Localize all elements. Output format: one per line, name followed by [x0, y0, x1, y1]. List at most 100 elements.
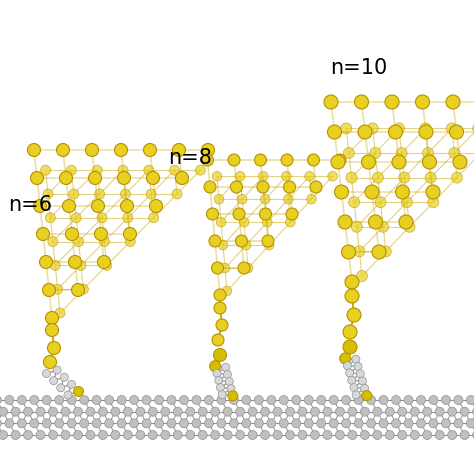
Circle shape — [167, 395, 176, 404]
Circle shape — [210, 361, 221, 372]
Circle shape — [410, 407, 419, 416]
Circle shape — [73, 407, 82, 416]
Circle shape — [370, 147, 381, 158]
Circle shape — [441, 419, 450, 428]
Circle shape — [398, 407, 407, 416]
Circle shape — [334, 154, 346, 166]
Circle shape — [64, 391, 72, 399]
Circle shape — [210, 430, 219, 439]
Circle shape — [429, 419, 438, 428]
Circle shape — [236, 430, 245, 439]
Circle shape — [149, 200, 163, 212]
Circle shape — [233, 208, 245, 220]
Circle shape — [449, 125, 464, 139]
Circle shape — [410, 430, 419, 439]
Circle shape — [43, 283, 55, 297]
Circle shape — [223, 407, 232, 416]
Circle shape — [34, 200, 46, 212]
Circle shape — [115, 144, 128, 156]
Circle shape — [417, 395, 426, 404]
Circle shape — [30, 395, 39, 404]
Circle shape — [118, 172, 130, 184]
Circle shape — [204, 181, 216, 193]
Circle shape — [420, 123, 431, 134]
Circle shape — [331, 155, 345, 169]
Circle shape — [453, 155, 467, 169]
Circle shape — [167, 419, 176, 428]
Circle shape — [255, 419, 264, 428]
Circle shape — [429, 395, 438, 404]
Circle shape — [446, 95, 460, 109]
Circle shape — [173, 430, 182, 439]
Circle shape — [473, 407, 474, 416]
Circle shape — [389, 125, 402, 139]
Circle shape — [86, 430, 95, 439]
Circle shape — [362, 391, 372, 401]
Circle shape — [435, 407, 444, 416]
Circle shape — [216, 218, 226, 227]
Circle shape — [238, 262, 250, 274]
Circle shape — [146, 172, 159, 184]
Circle shape — [452, 172, 463, 183]
Circle shape — [136, 407, 145, 416]
Circle shape — [85, 144, 99, 156]
Circle shape — [342, 419, 351, 428]
Circle shape — [48, 430, 57, 439]
Circle shape — [76, 260, 86, 270]
Circle shape — [129, 395, 138, 404]
Circle shape — [255, 154, 266, 166]
Circle shape — [43, 370, 50, 377]
Circle shape — [350, 383, 358, 392]
Circle shape — [55, 308, 65, 318]
Circle shape — [148, 430, 157, 439]
Circle shape — [348, 430, 357, 439]
Circle shape — [258, 172, 268, 181]
Circle shape — [65, 228, 79, 240]
Circle shape — [124, 228, 137, 240]
Circle shape — [80, 419, 89, 428]
Circle shape — [5, 419, 14, 428]
Circle shape — [73, 430, 82, 439]
Circle shape — [117, 419, 126, 428]
Circle shape — [324, 95, 338, 109]
Circle shape — [210, 407, 219, 416]
Circle shape — [192, 395, 201, 404]
Circle shape — [239, 218, 249, 227]
Circle shape — [375, 197, 386, 208]
Circle shape — [92, 419, 101, 428]
Circle shape — [117, 395, 126, 404]
Circle shape — [399, 172, 410, 183]
Circle shape — [396, 147, 407, 158]
Circle shape — [449, 147, 460, 158]
Circle shape — [395, 185, 410, 199]
Circle shape — [198, 407, 207, 416]
Circle shape — [18, 419, 27, 428]
Circle shape — [298, 407, 307, 416]
Circle shape — [67, 419, 76, 428]
Circle shape — [99, 407, 108, 416]
Circle shape — [36, 407, 45, 416]
Text: n=6: n=6 — [8, 195, 52, 215]
Circle shape — [192, 419, 201, 428]
Circle shape — [105, 419, 114, 428]
Circle shape — [366, 419, 375, 428]
Circle shape — [217, 395, 226, 404]
Circle shape — [89, 172, 101, 184]
Circle shape — [204, 395, 213, 404]
Circle shape — [335, 185, 348, 199]
Circle shape — [211, 262, 224, 274]
Circle shape — [222, 364, 230, 371]
Circle shape — [5, 395, 14, 404]
Circle shape — [392, 395, 401, 404]
Circle shape — [111, 430, 120, 439]
Circle shape — [422, 147, 434, 158]
Circle shape — [401, 197, 412, 208]
Circle shape — [220, 263, 230, 273]
Circle shape — [298, 430, 307, 439]
Circle shape — [447, 123, 457, 134]
Circle shape — [338, 215, 352, 229]
Circle shape — [212, 334, 224, 346]
Circle shape — [155, 419, 164, 428]
Circle shape — [279, 419, 288, 428]
Circle shape — [44, 356, 56, 368]
